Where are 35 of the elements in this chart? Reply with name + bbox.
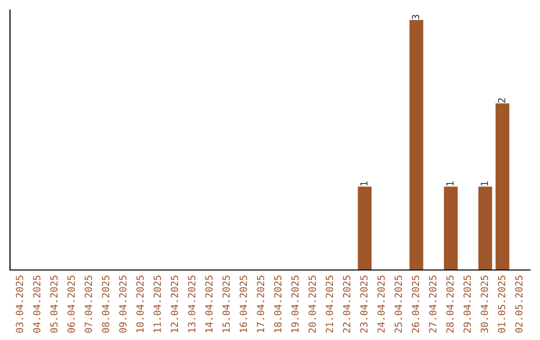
data-label: 1 [360,181,368,186]
x-tick-label: 02.05.2025 [515,276,523,333]
x-tick-label: 01.05.2025 [498,276,506,333]
x-tick-label: 26.04.2025 [412,276,420,333]
x-tick-label: 10.04.2025 [136,276,144,332]
x-tick-label: 13.04.2025 [188,276,196,332]
x-tick-label: 23.04.2025 [360,276,368,333]
x-tick-label: 16.04.2025 [240,276,248,332]
x-tick-label: 03.04.2025 [16,276,24,333]
x-tick-label: 28.04.2025 [446,276,454,333]
data-label: 1 [480,181,488,186]
data-label: 1 [446,181,454,186]
x-tick-label: 25.04.2025 [394,276,402,333]
x-tick-label: 19.04.2025 [291,276,299,332]
x-tick-label: 12.04.2025 [170,276,178,332]
x-tick-label: 29.04.2025 [464,276,471,333]
x-tick-label: 05.04.2025 [50,276,58,333]
x-tick-label: 08.04.2025 [102,276,110,333]
x-tick-label: 09.04.2025 [119,276,126,333]
x-tick-label: 22.04.2025 [342,276,350,333]
x-tick-label: 24.04.2025 [377,276,385,333]
x-tick-label: 07.04.2025 [84,276,92,333]
x-tick-label: 14.04.2025 [205,276,213,332]
x-tick-label: 27.04.2025 [429,276,436,333]
x-tick-label: 20.04.2025 [308,276,316,333]
x-tick-label: 15.04.2025 [222,276,230,332]
x-tick-label: 11.04.2025 [154,276,161,332]
x-tick-label: 18.04.2025 [274,276,282,332]
x-tick-label: 06.04.2025 [67,276,75,333]
data-label: 3 [412,14,420,20]
data-label: 2 [498,98,506,103]
x-tick-label: 21.04.2025 [326,276,334,333]
x-tick-label: 17.04.2025 [256,276,264,332]
x-tick-label: 04.04.2025 [33,276,40,333]
x-tick-label: 30.04.2025 [480,276,488,333]
